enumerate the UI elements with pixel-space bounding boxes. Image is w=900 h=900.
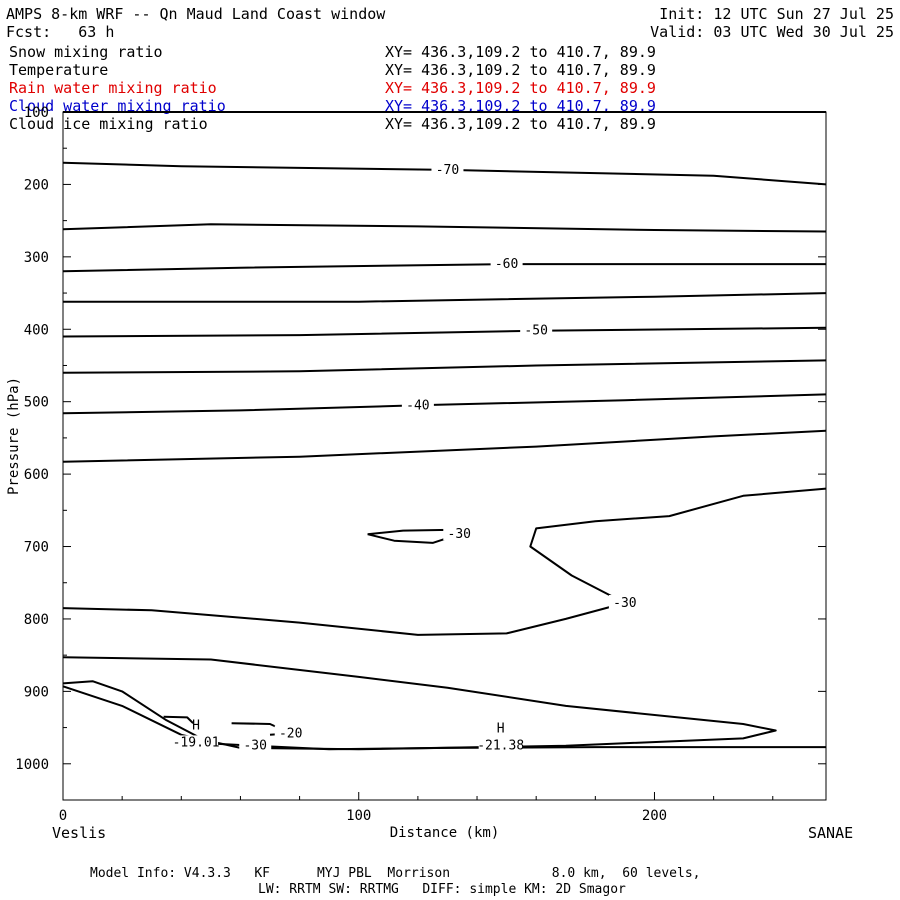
field-name-1: Temperature — [9, 61, 109, 79]
valid-time: Valid: 03 UTC Wed 30 Jul 25 — [650, 23, 894, 41]
plot-frame — [62, 111, 827, 801]
y-tick-label-4: 500 — [24, 395, 49, 411]
contour-label-12: -30 — [243, 739, 266, 754]
contour-label-bg-1 — [431, 161, 464, 176]
contour-label-bg-10 — [443, 526, 476, 541]
x-axis-label: Distance (km) — [390, 825, 500, 841]
contour-label-10: -30 — [448, 527, 471, 542]
contour-label-5: -50 — [524, 324, 547, 339]
y-tick-label-9: 1000 — [15, 757, 49, 773]
model-info-line2: LW: RRTM SW: RRTMG DIFF: simple KM: 2D S… — [258, 882, 626, 897]
field-name-0: Snow mixing ratio — [9, 43, 163, 61]
high-value-bg-1 — [478, 738, 523, 752]
high-marker-1: H — [497, 721, 505, 736]
contour-line-5 — [62, 326, 827, 338]
field-xy-2: XY= 436.3,109.2 to 410.7, 89.9 — [385, 79, 656, 97]
contour-label-bg-12 — [239, 737, 272, 752]
contour-line-11 — [62, 656, 777, 751]
field-name-3: Cloud water mixing ratio — [9, 97, 226, 115]
high-marker-0: H — [192, 718, 200, 733]
high-value-bg-0 — [174, 735, 219, 749]
y-tick-label-3: 400 — [24, 322, 49, 338]
field-name-2: Rain water mixing ratio — [9, 79, 217, 97]
y-tick-label-0: 100 — [24, 105, 49, 121]
field-xy-1: XY= 436.3,109.2 to 410.7, 89.9 — [385, 61, 656, 79]
y-tick-label-2: 300 — [24, 250, 49, 266]
y-axis-label: Pressure (hPa) — [6, 377, 22, 495]
y-tick-label-6: 700 — [24, 540, 49, 556]
contour-line-7 — [62, 393, 827, 415]
contour-line-3 — [62, 263, 826, 273]
high-value-1: -21.38 — [477, 738, 524, 753]
contour-label-bg-7 — [401, 397, 434, 412]
contour-label-9: -30 — [613, 596, 636, 611]
contour-line-4 — [63, 292, 827, 303]
forecast-hour: Fcst: 63 h — [6, 23, 115, 41]
y-tick-label-5: 600 — [24, 467, 49, 483]
init-time: Init: 12 UTC Sun 27 Jul 25 — [659, 5, 894, 23]
contour-line-14 — [163, 715, 194, 724]
left-endpoint-label: Veslis — [52, 824, 107, 842]
y-tick-label-8: 900 — [24, 684, 49, 700]
contour-label-bg-5 — [520, 322, 553, 337]
y-tick-label-1: 200 — [24, 177, 49, 193]
contour-label-13: -20 — [279, 726, 302, 741]
right-endpoint-label: SANAE — [808, 824, 854, 842]
field-name-4: Cloud ice mixing ratio — [9, 115, 208, 133]
high-value-0: -19.01 — [173, 735, 220, 750]
x-tick-label-1: 100 — [346, 808, 371, 824]
contour-label-3: -60 — [495, 257, 518, 272]
contour-line-8 — [62, 429, 827, 463]
contour-line-9 — [62, 487, 827, 636]
contour-line-2 — [62, 223, 827, 233]
chart-title: AMPS 8-km WRF -- Qn Maud Land Coast wind… — [6, 5, 386, 23]
contour-label-bg-9 — [608, 595, 641, 610]
x-tick-label-2: 200 — [642, 808, 667, 824]
field-xy-4: XY= 436.3,109.2 to 410.7, 89.9 — [385, 115, 656, 133]
contour-line-6 — [62, 359, 827, 374]
contour-label-7: -40 — [406, 398, 429, 413]
contour-label-1: -70 — [436, 163, 459, 178]
contour-label-bg-13 — [274, 725, 307, 740]
contour-label-bg-3 — [490, 256, 523, 271]
field-xy-3: XY= 436.3,109.2 to 410.7, 89.9 — [385, 97, 656, 115]
model-info-line1: Model Info: V4.3.3 KF MYJ PBL Morrison 8… — [90, 866, 701, 881]
y-tick-label-7: 800 — [24, 612, 49, 628]
field-xy-0: XY= 436.3,109.2 to 410.7, 89.9 — [385, 43, 656, 61]
x-tick-label-0: 0 — [59, 808, 67, 824]
